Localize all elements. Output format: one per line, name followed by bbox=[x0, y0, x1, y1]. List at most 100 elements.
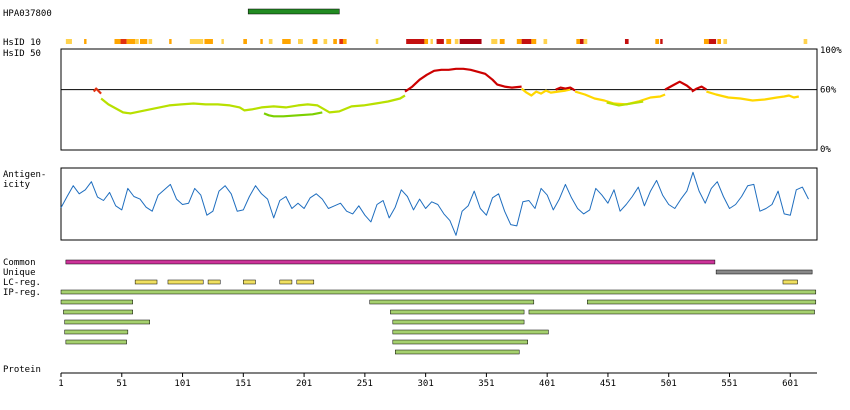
hsid50-segment bbox=[706, 90, 800, 102]
hsid50-segment bbox=[606, 100, 644, 107]
ip-region-bar bbox=[392, 339, 528, 345]
x-tick-label: 401 bbox=[539, 379, 555, 389]
hsid10-block bbox=[543, 39, 548, 44]
x-tick-label: 601 bbox=[782, 379, 798, 389]
ip-region-bar bbox=[528, 309, 815, 315]
hsid10-block bbox=[459, 39, 482, 44]
x-tick-label: 201 bbox=[296, 379, 312, 389]
hsid10-block bbox=[375, 39, 379, 44]
hsid10-block bbox=[660, 39, 663, 44]
hsid10-label: HsID 10 bbox=[3, 38, 41, 48]
protein-axis-ticks: 1 51 101 151 201 251 301 351 401 451 501 551 601 bbox=[58, 373, 798, 389]
hsid50-segment bbox=[92, 87, 102, 95]
hsid10-track bbox=[65, 39, 808, 44]
hsid10-block bbox=[424, 39, 429, 44]
lc-region-bar bbox=[243, 279, 256, 285]
ip-region-bar bbox=[394, 349, 520, 355]
identity-tick-100: 100% bbox=[820, 46, 842, 56]
hsid10-block bbox=[126, 39, 136, 44]
hsid10-block bbox=[491, 39, 498, 44]
hsid10-block bbox=[135, 39, 139, 44]
identity-tick-60: 60% bbox=[820, 86, 837, 96]
lc-region-bar bbox=[167, 279, 204, 285]
ip-region-bar bbox=[390, 309, 525, 315]
x-tick-label: 101 bbox=[174, 379, 190, 389]
x-tick-label: 501 bbox=[661, 379, 677, 389]
hsid10-block bbox=[430, 39, 433, 44]
x-tick-label: 351 bbox=[478, 379, 494, 389]
antigen-region-layer bbox=[247, 8, 340, 15]
antigenicity-plot-frame bbox=[60, 167, 818, 241]
unique-label: Unique bbox=[3, 268, 36, 278]
hsid10-block bbox=[576, 39, 580, 44]
ip-region-bar bbox=[392, 329, 549, 335]
antigenicity-series-layer bbox=[60, 171, 809, 236]
identity-tick-0: 0% bbox=[820, 145, 831, 155]
hsid10-block bbox=[723, 39, 728, 44]
hsid10-block bbox=[499, 39, 505, 44]
hsid10-block bbox=[624, 39, 629, 44]
common-label: Common bbox=[3, 258, 36, 268]
hsid10-block bbox=[339, 39, 343, 44]
hsid50-plot-frame bbox=[60, 48, 818, 151]
hsid50-segment bbox=[555, 86, 576, 92]
antibody-id-label: HPA037800 bbox=[3, 9, 52, 19]
hsid10-block bbox=[189, 39, 204, 44]
hsid10-block bbox=[169, 39, 172, 44]
x-tick-label: 451 bbox=[600, 379, 616, 389]
unique-region-bar bbox=[715, 269, 813, 275]
hsid50-segment bbox=[263, 111, 323, 118]
hsid10-block bbox=[243, 39, 247, 44]
antigenicity-line bbox=[60, 171, 809, 236]
ip-region-bar bbox=[60, 299, 133, 305]
hsid50-segment bbox=[691, 85, 707, 93]
ip-region-bar bbox=[64, 319, 150, 325]
x-tick-label: 251 bbox=[357, 379, 373, 389]
hsid10-block bbox=[703, 39, 709, 44]
hsid10-block bbox=[114, 39, 121, 44]
hsid50-label: HsID 50 bbox=[3, 49, 41, 59]
protein-label: Protein bbox=[3, 365, 41, 375]
hsid50-segment bbox=[574, 90, 666, 106]
antigenicity-label-line1: Antigen- bbox=[3, 170, 46, 180]
hsid50-segment bbox=[520, 87, 571, 97]
hsid10-block bbox=[436, 39, 444, 44]
hsid10-block bbox=[140, 39, 148, 44]
hsid10-block bbox=[708, 39, 717, 44]
regions-layer bbox=[60, 259, 817, 355]
hsid10-block bbox=[282, 39, 291, 44]
ip-region-bar bbox=[392, 319, 525, 325]
hsid10-block bbox=[454, 39, 459, 44]
ip-region-bar bbox=[64, 329, 129, 335]
hsid10-block bbox=[655, 39, 659, 44]
x-tick-label: 301 bbox=[417, 379, 433, 389]
antigen-region-bar bbox=[247, 8, 340, 15]
ip-region-bar bbox=[60, 289, 817, 295]
lc-region-bar bbox=[207, 279, 221, 285]
hsid10-block bbox=[579, 39, 584, 44]
hsid50-series-layer bbox=[92, 67, 800, 118]
ip-reg-label: IP-reg. bbox=[3, 288, 41, 298]
lc-reg-label: LC-reg. bbox=[3, 278, 41, 288]
hsid10-block bbox=[120, 39, 127, 44]
hsid50-segment bbox=[404, 67, 522, 93]
ip-region-bar bbox=[369, 299, 535, 305]
hsid10-block bbox=[260, 39, 263, 44]
hsid10-block bbox=[446, 39, 452, 44]
hsid10-block bbox=[65, 39, 72, 44]
ip-region-bar bbox=[65, 339, 127, 345]
hsid10-block bbox=[204, 39, 213, 44]
x-tick-label: 1 bbox=[58, 379, 63, 389]
x-tick-label: 151 bbox=[235, 379, 251, 389]
x-tick-label: 551 bbox=[721, 379, 737, 389]
lc-region-bar bbox=[279, 279, 293, 285]
hsid10-block bbox=[531, 39, 537, 44]
lc-region-bar bbox=[296, 279, 315, 285]
hsid10-block bbox=[406, 39, 425, 44]
hsid10-block bbox=[312, 39, 318, 44]
hsid10-block bbox=[717, 39, 721, 44]
hsid10-block bbox=[323, 39, 328, 44]
common-region-bar bbox=[65, 259, 716, 265]
hsid10-block bbox=[516, 39, 522, 44]
